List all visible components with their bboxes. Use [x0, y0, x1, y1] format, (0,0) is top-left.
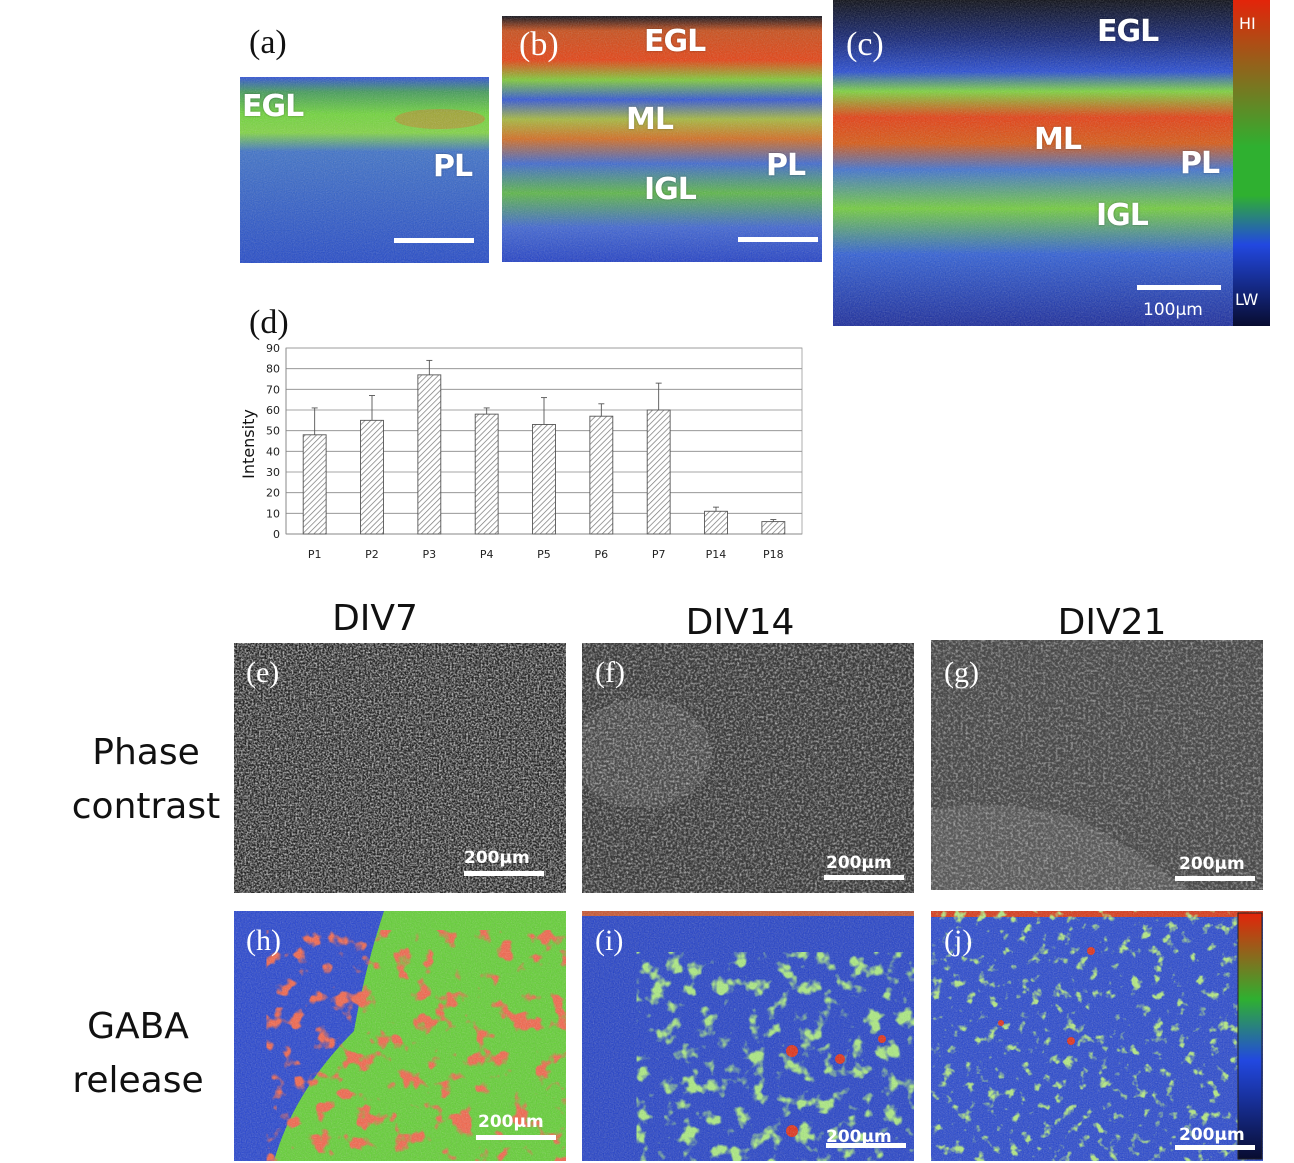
- layer-label-ml: ML: [626, 102, 674, 137]
- gaba-release-heatmap: [931, 911, 1263, 1161]
- panel-label-c: (c): [846, 26, 884, 63]
- layer-label-ml: ML: [1034, 122, 1082, 157]
- y-tick-label: 20: [266, 487, 280, 500]
- bar: [302, 434, 327, 535]
- x-tick-label: P14: [706, 548, 727, 561]
- gaba-release-heatmap: [234, 911, 566, 1161]
- colorbar: [1233, 0, 1270, 326]
- x-tick-label: P6: [595, 548, 609, 561]
- x-tick-label: P4: [480, 548, 494, 561]
- panel-i-image: 200μm: [582, 911, 914, 1161]
- panel-label-f: (f): [595, 656, 625, 689]
- bar: [474, 413, 499, 535]
- y-tick-label: 40: [266, 445, 280, 458]
- panel-label-j: (j): [944, 924, 973, 957]
- column-title-div21: DIV21: [1057, 602, 1167, 643]
- panel-b-image: EGL ML PL IGL: [502, 16, 822, 262]
- layer-label-pl: PL: [433, 149, 473, 184]
- panel-label-g: (g): [944, 656, 979, 689]
- bar: [704, 510, 728, 535]
- panel-a-heatmap: [240, 77, 489, 263]
- scale-bar: [826, 1143, 906, 1148]
- y-tick-label: 30: [266, 466, 280, 479]
- column-title-div14: DIV14: [685, 602, 795, 643]
- layer-label-egl: EGL: [644, 24, 706, 59]
- row-title-gaba-release: GABA release: [52, 1000, 224, 1108]
- panel-e-image: 200μm: [234, 643, 566, 893]
- x-tick-label: P3: [423, 548, 437, 561]
- layer-label-pl: PL: [766, 148, 806, 183]
- colorbar-high-label: HI: [1239, 14, 1256, 33]
- y-tick-label: 90: [266, 342, 280, 355]
- scale-bar: [738, 237, 818, 242]
- bar: [532, 424, 556, 535]
- panel-label-h: (h): [246, 924, 281, 957]
- phase-contrast-image: [234, 643, 566, 893]
- bar: [646, 409, 671, 535]
- phase-contrast-image: [931, 640, 1263, 890]
- scale-bar: [476, 1135, 556, 1140]
- layer-label-igl: IGL: [1096, 198, 1149, 233]
- y-tick-label: 0: [273, 528, 280, 541]
- row-title-line: Phase: [92, 732, 200, 773]
- x-tick-label: P5: [537, 548, 551, 561]
- row-title-line: GABA: [87, 1006, 189, 1047]
- panel-b-heatmap: [502, 16, 822, 262]
- panel-label-b: (b): [519, 26, 559, 63]
- colorbar-low-label: LW: [1235, 290, 1259, 309]
- scale-bar-label: 200μm: [478, 1112, 544, 1132]
- scale-bar: [394, 238, 474, 243]
- scale-bar-label: 200μm: [826, 1127, 892, 1147]
- y-axis-label: Intensity: [239, 409, 258, 479]
- scale-bar-label: 200μm: [826, 853, 892, 873]
- panel-g-image: 200μm: [931, 640, 1263, 890]
- layer-label-egl: EGL: [242, 89, 304, 124]
- y-tick-label: 50: [266, 425, 280, 438]
- x-tick-label: P2: [365, 548, 379, 561]
- column-title-div7: DIV7: [332, 598, 418, 639]
- x-tick-label: P7: [652, 548, 666, 561]
- panel-j-image: 200μm: [931, 911, 1263, 1161]
- scale-bar: [824, 875, 904, 880]
- bar: [417, 374, 442, 535]
- y-tick-label: 70: [266, 383, 280, 396]
- gaba-release-heatmap: [582, 911, 914, 1161]
- x-tick-label: P18: [763, 548, 784, 561]
- scale-bar: [464, 871, 544, 876]
- bar: [360, 419, 384, 535]
- row-title-phase-contrast: Phase contrast: [60, 726, 232, 834]
- y-tick-label: 60: [266, 404, 280, 417]
- row-title-line: contrast: [71, 786, 221, 827]
- scale-bar-label: 200μm: [1179, 854, 1245, 874]
- layer-label-igl: IGL: [644, 172, 697, 207]
- bar: [589, 415, 614, 535]
- scale-bar-label: 200μm: [1179, 1125, 1245, 1145]
- x-tick-label: P1: [308, 548, 322, 561]
- panel-c-image: EGL ML PL IGL 100μm HI LW: [833, 0, 1270, 326]
- layer-label-egl: EGL: [1097, 14, 1159, 49]
- panel-h-image: 200μm: [234, 911, 566, 1161]
- scale-bar-label: 200μm: [464, 848, 530, 868]
- row-title-line: release: [72, 1060, 204, 1101]
- panel-label-a: (a): [249, 24, 287, 61]
- panel-label-e: (e): [246, 656, 280, 689]
- phase-contrast-image: [582, 643, 914, 893]
- scale-bar: [1175, 876, 1255, 881]
- y-tick-label: 10: [266, 507, 280, 520]
- panel-label-i: (i): [595, 924, 624, 957]
- bar: [761, 521, 786, 535]
- panel-f-image: 200μm: [582, 643, 914, 893]
- colorbar: [1237, 912, 1263, 1160]
- panel-a-image: EGL PL: [240, 77, 489, 263]
- panel-c-heatmap: [833, 0, 1270, 326]
- scale-bar-label: 100μm: [1143, 300, 1203, 320]
- panel-label-d: (d): [249, 304, 289, 341]
- scale-bar: [1137, 285, 1221, 290]
- layer-label-pl: PL: [1180, 146, 1220, 181]
- y-tick-label: 80: [266, 363, 280, 376]
- scale-bar: [1175, 1145, 1255, 1150]
